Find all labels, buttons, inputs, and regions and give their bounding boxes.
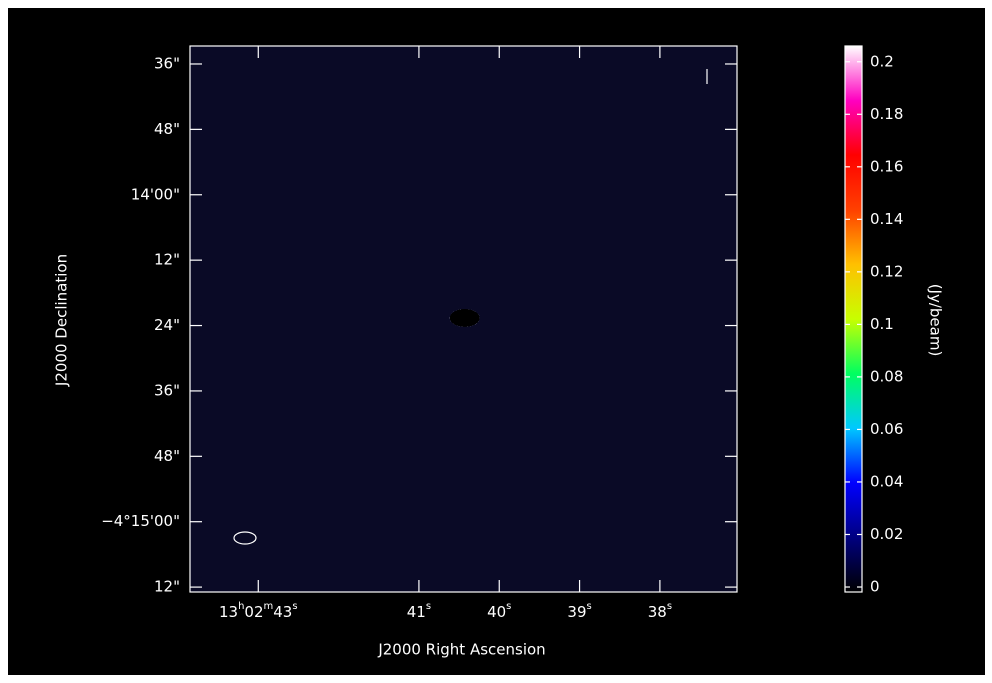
colorbar-tick-label: 0.18 (870, 105, 903, 123)
colorbar-tick-label: 0.08 (870, 367, 903, 385)
colorbar-tick-label: 0 (870, 578, 880, 596)
y-tick-label: 48" (154, 120, 180, 138)
colorbar-tick-label: 0.2 (870, 52, 894, 70)
colorbar-tick-label: 0.02 (870, 525, 903, 543)
y-tick-label: 36" (154, 54, 180, 72)
y-axis-label: J2000 Declination (53, 254, 71, 387)
y-tick-label: 24" (154, 316, 180, 334)
colorbar-tick-label: 0.16 (870, 157, 903, 175)
y-tick-label: −4°15'00" (101, 512, 180, 530)
colorbar-tick-label: 0.04 (870, 472, 903, 490)
colorbar-tick-label: 0.14 (870, 210, 903, 228)
colorbar-tick-label: 0.06 (870, 420, 903, 438)
chart: J2000 Right Ascension J2000 Declination … (0, 0, 992, 683)
colorbar-label: (Jy/beam) (927, 284, 945, 357)
source (450, 309, 480, 327)
colorbar (845, 46, 862, 592)
y-tick-label: 12" (154, 251, 180, 269)
y-tick-label: 48" (154, 447, 180, 465)
y-tick-label: 12" (154, 578, 180, 596)
x-tick-label: 13h02m43s (219, 601, 298, 621)
colorbar-tick-label: 0.1 (870, 315, 894, 333)
y-tick-label: 14'00" (131, 185, 180, 203)
colorbar-tick-label: 0.12 (870, 262, 903, 280)
x-axis-label: J2000 Right Ascension (377, 641, 545, 659)
y-tick-label: 36" (154, 381, 180, 399)
